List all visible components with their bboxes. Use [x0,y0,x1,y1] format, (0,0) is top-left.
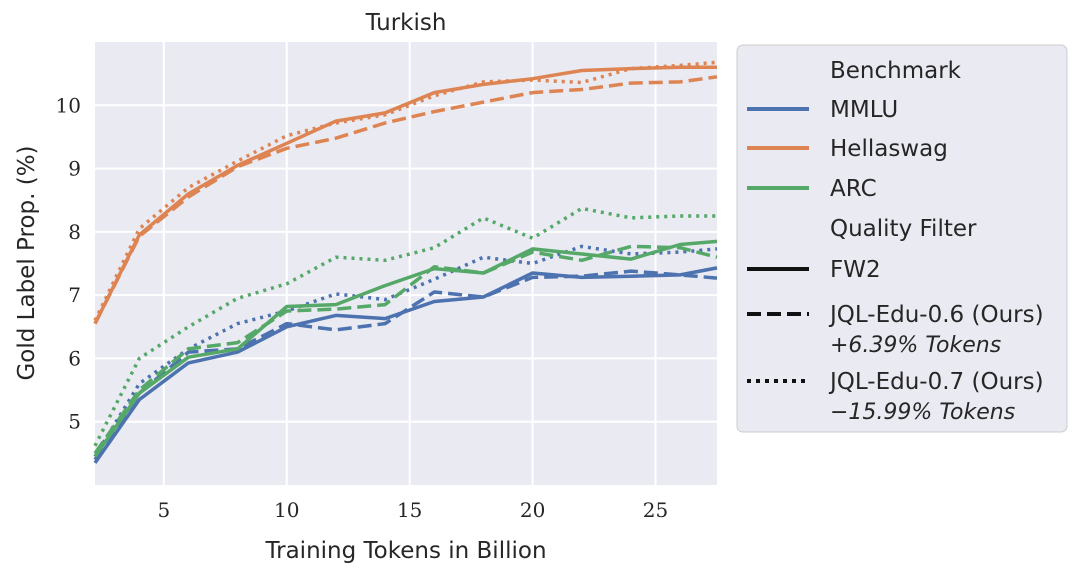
legend-label-fw2: FW2 [830,257,881,283]
y-tick-label: 5 [68,410,81,434]
legend-label-jql-06: JQL-Edu-0.6 (Ours) [828,302,1044,328]
chart-title: Turkish [365,10,447,36]
x-tick-label: 5 [157,498,170,522]
y-tick-label: 7 [68,283,81,307]
legend-note-jql-06: +6.39% Tokens [830,333,1001,358]
series-line-arc-fw2 [93,239,718,458]
y-tick-label: 9 [68,157,81,181]
x-tick-label: 15 [397,498,422,522]
legend-label-mmlu: MMLU [830,97,898,123]
series-line-mmlu-jql-edu-0-7-ours [93,244,718,458]
legend-heading-benchmark: Benchmark [830,58,962,84]
legend-box [736,44,1068,433]
y-axis-label: Gold Label Prop. (%) [14,145,40,380]
series-layer [93,60,718,464]
legend-label-hellaswag: Hellaswag [830,136,948,162]
series-line-hellaswag-jql-edu-0-6-ours [93,75,718,325]
gridlines [95,42,717,485]
legend: Benchmark MMLU Hellaswag ARC Quality Fil… [736,44,1068,433]
y-tick-label: 6 [68,346,81,370]
y-tick-label: 8 [68,220,81,244]
series-line-mmlu-jql-edu-0-6-ours [93,269,718,461]
series-line-mmlu-fw2 [93,266,718,464]
x-tick-label: 20 [520,498,545,522]
legend-label-jql-07: JQL-Edu-0.7 (Ours) [828,369,1044,395]
tick-labels: 5 10 15 20 25 5 6 7 8 9 10 [56,93,669,522]
legend-heading-quality-filter: Quality Filter [830,216,977,242]
legend-note-jql-07: −15.99% Tokens [830,400,1015,425]
x-tick-label: 10 [274,498,299,522]
x-axis-label: Training Tokens in Billion [264,538,546,564]
series-line-hellaswag-fw2 [93,65,717,325]
plot-background [95,42,717,485]
y-tick-label: 10 [56,93,81,117]
legend-label-arc: ARC [830,176,877,202]
series-line-arc-jql-edu-0-6-ours [93,244,718,455]
x-tick-label: 25 [643,498,668,522]
